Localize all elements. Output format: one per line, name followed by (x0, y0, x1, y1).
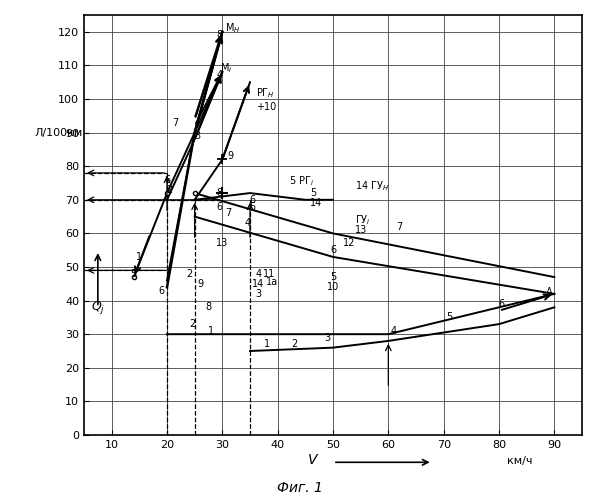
Text: 1: 1 (208, 326, 214, 336)
Text: 1: 1 (136, 252, 142, 262)
Text: Q$_j$: Q$_j$ (91, 299, 105, 316)
Text: 5: 5 (311, 188, 317, 198)
Text: 5 РГ$_i$: 5 РГ$_i$ (289, 174, 314, 188)
Text: 14 ГУ$_H$: 14 ГУ$_H$ (355, 180, 389, 193)
Text: 11: 11 (263, 268, 275, 278)
Text: 5: 5 (446, 312, 452, 322)
Text: 5: 5 (330, 272, 336, 282)
Text: 3: 3 (325, 332, 331, 342)
Text: 8: 8 (217, 30, 223, 40)
Text: РГ$_H$
+10: РГ$_H$ +10 (256, 86, 276, 112)
Text: V: V (308, 454, 318, 468)
Text: 1a: 1a (266, 277, 278, 287)
Text: 3: 3 (194, 131, 200, 141)
Text: 13: 13 (216, 238, 229, 248)
Text: М$_H$: М$_H$ (225, 22, 241, 35)
Text: 5: 5 (250, 202, 256, 211)
Text: 7: 7 (396, 222, 403, 232)
Text: 4: 4 (244, 218, 250, 228)
Text: 4: 4 (391, 326, 397, 336)
Text: 6: 6 (330, 245, 336, 255)
Text: 9: 9 (227, 151, 233, 161)
Text: км/ч: км/ч (507, 456, 533, 466)
Text: 9: 9 (197, 279, 203, 289)
Text: 4: 4 (255, 268, 262, 278)
Text: 4: 4 (217, 70, 223, 81)
Text: 8: 8 (205, 302, 212, 312)
Text: 6: 6 (164, 174, 170, 184)
Text: 10: 10 (327, 282, 339, 292)
Text: Л/100км: Л/100км (34, 128, 82, 138)
Text: 2: 2 (291, 340, 298, 349)
Text: 2: 2 (189, 319, 195, 329)
Text: 7: 7 (172, 118, 178, 128)
Text: М$_i$: М$_i$ (220, 62, 232, 76)
Text: 2: 2 (167, 184, 173, 194)
Text: 8: 8 (217, 188, 223, 198)
Text: ГУ$_i$: ГУ$_i$ (355, 213, 371, 226)
Text: 6: 6 (217, 202, 223, 211)
Text: 6: 6 (158, 286, 164, 296)
Text: 3: 3 (255, 289, 262, 299)
Text: 14: 14 (252, 279, 265, 289)
Text: 12: 12 (343, 238, 356, 248)
Text: Фиг. 1: Фиг. 1 (277, 482, 323, 496)
Text: А: А (546, 287, 553, 297)
Text: 6: 6 (250, 195, 256, 205)
Text: 6: 6 (499, 299, 505, 309)
Text: 7: 7 (225, 208, 231, 218)
Text: 13: 13 (355, 225, 367, 235)
Text: 5: 5 (131, 268, 137, 278)
Text: 14: 14 (310, 198, 323, 208)
Text: 1: 1 (263, 340, 269, 349)
Text: 2: 2 (186, 268, 192, 278)
